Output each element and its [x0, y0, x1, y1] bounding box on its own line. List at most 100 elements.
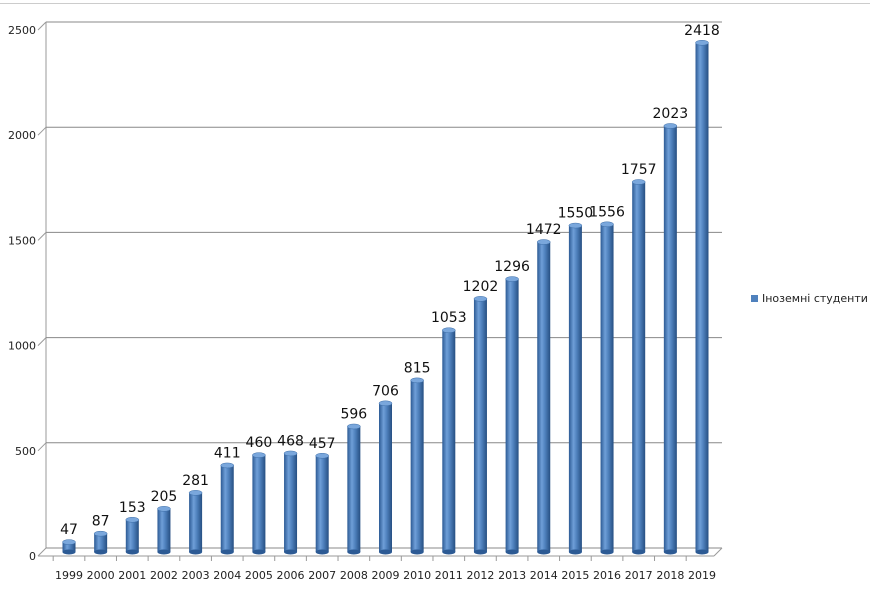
bar-top [93, 530, 108, 537]
bar [379, 403, 392, 552]
y-tick-label: 1500 [8, 234, 36, 247]
bar-base [252, 549, 266, 555]
bar [347, 426, 361, 552]
bar [410, 380, 424, 552]
x-tick-label: 2013 [498, 569, 526, 582]
data-label: 815 [404, 360, 431, 376]
bar-base [315, 549, 329, 555]
x-axis-depth [713, 547, 723, 557]
y-tick-label: 2000 [8, 129, 36, 142]
bar-top [188, 490, 203, 496]
y-tick-label: 2500 [8, 24, 36, 37]
bar [473, 298, 487, 552]
bar-base [347, 549, 361, 555]
data-label: 2023 [653, 106, 689, 122]
bar-base [632, 549, 646, 555]
bar-top [125, 517, 140, 523]
data-label: 706 [372, 383, 399, 399]
data-label: 87 [92, 514, 110, 530]
data-label: 1550 [558, 206, 594, 222]
x-tick-label: 2017 [625, 569, 653, 582]
bar-top [505, 276, 519, 282]
bar [568, 225, 582, 552]
x-tick-label: 2005 [245, 569, 273, 582]
bar [157, 508, 171, 552]
y-tick-label: 1000 [8, 340, 36, 353]
bar-base [695, 549, 709, 555]
bar [632, 181, 646, 552]
x-tick-label: 2010 [403, 569, 431, 582]
bar-base [62, 549, 76, 555]
bar [600, 224, 614, 552]
x-tick-label: 2018 [656, 569, 684, 582]
x-tick-label: 2011 [435, 569, 463, 582]
bar-top [410, 377, 424, 384]
x-tick-label: 2016 [593, 569, 621, 582]
bar [125, 519, 139, 552]
bar-top [157, 506, 171, 512]
data-label: 460 [246, 435, 273, 451]
bar [505, 279, 519, 552]
x-tick-label: 2000 [87, 569, 115, 582]
bar-base [220, 549, 234, 555]
data-label: 411 [214, 445, 241, 461]
bar-base [505, 549, 519, 555]
x-tick-label: 2014 [530, 569, 558, 582]
bar [220, 465, 234, 552]
bar [537, 241, 551, 552]
x-tick-label: 2001 [118, 569, 146, 582]
x-tick-label: 2019 [688, 569, 716, 582]
window-top-border [0, 0, 870, 4]
x-tick-label: 2003 [182, 569, 210, 582]
x-tick-label: 2008 [340, 569, 368, 582]
bar-top [315, 453, 329, 459]
x-tick-label: 2012 [466, 569, 494, 582]
data-label: 1202 [463, 279, 499, 295]
x-tick-label: 1999 [55, 569, 83, 582]
bar-top [347, 423, 361, 430]
legend-swatch [751, 295, 758, 302]
bar-top [695, 40, 709, 46]
x-tick-label: 2002 [150, 569, 178, 582]
legend: Іноземні студенти [751, 292, 868, 305]
data-label: 1053 [431, 310, 467, 326]
x-tick-label: 2006 [277, 569, 305, 582]
bar [663, 125, 677, 552]
data-label: 2418 [684, 23, 720, 39]
data-label: 281 [182, 473, 209, 489]
data-label: 457 [309, 436, 336, 452]
bar-base [568, 549, 582, 555]
gridline-wall [37, 337, 47, 346]
gridline-wall [37, 21, 47, 31]
bar-base [189, 549, 203, 555]
bar-base [94, 549, 108, 555]
x-tick-label: 2009 [372, 569, 400, 582]
y-tick-label: 0 [29, 550, 36, 563]
y-tick-label: 500 [15, 445, 36, 458]
bar [94, 533, 108, 552]
gridline-wall [37, 232, 47, 241]
data-label: 47 [60, 522, 78, 538]
bar-top [62, 539, 76, 545]
data-label: 1472 [526, 222, 562, 238]
bar-base [663, 549, 677, 555]
bar-top [473, 296, 488, 302]
bar-base [600, 549, 614, 555]
bar-base [537, 549, 551, 555]
bar-top [631, 179, 646, 185]
data-label: 153 [119, 500, 146, 516]
bar-base [284, 549, 298, 555]
bar [315, 455, 329, 552]
bar-top [283, 450, 298, 457]
bar-base [125, 549, 139, 555]
bar-top [663, 123, 678, 129]
bar-top [537, 239, 551, 245]
bar [62, 542, 76, 552]
bar-top [568, 222, 583, 229]
bar-base [379, 549, 392, 555]
bar [695, 42, 709, 553]
data-label: 1556 [589, 204, 625, 220]
data-label: 1757 [621, 162, 657, 178]
x-tick-label: 2015 [561, 569, 589, 582]
